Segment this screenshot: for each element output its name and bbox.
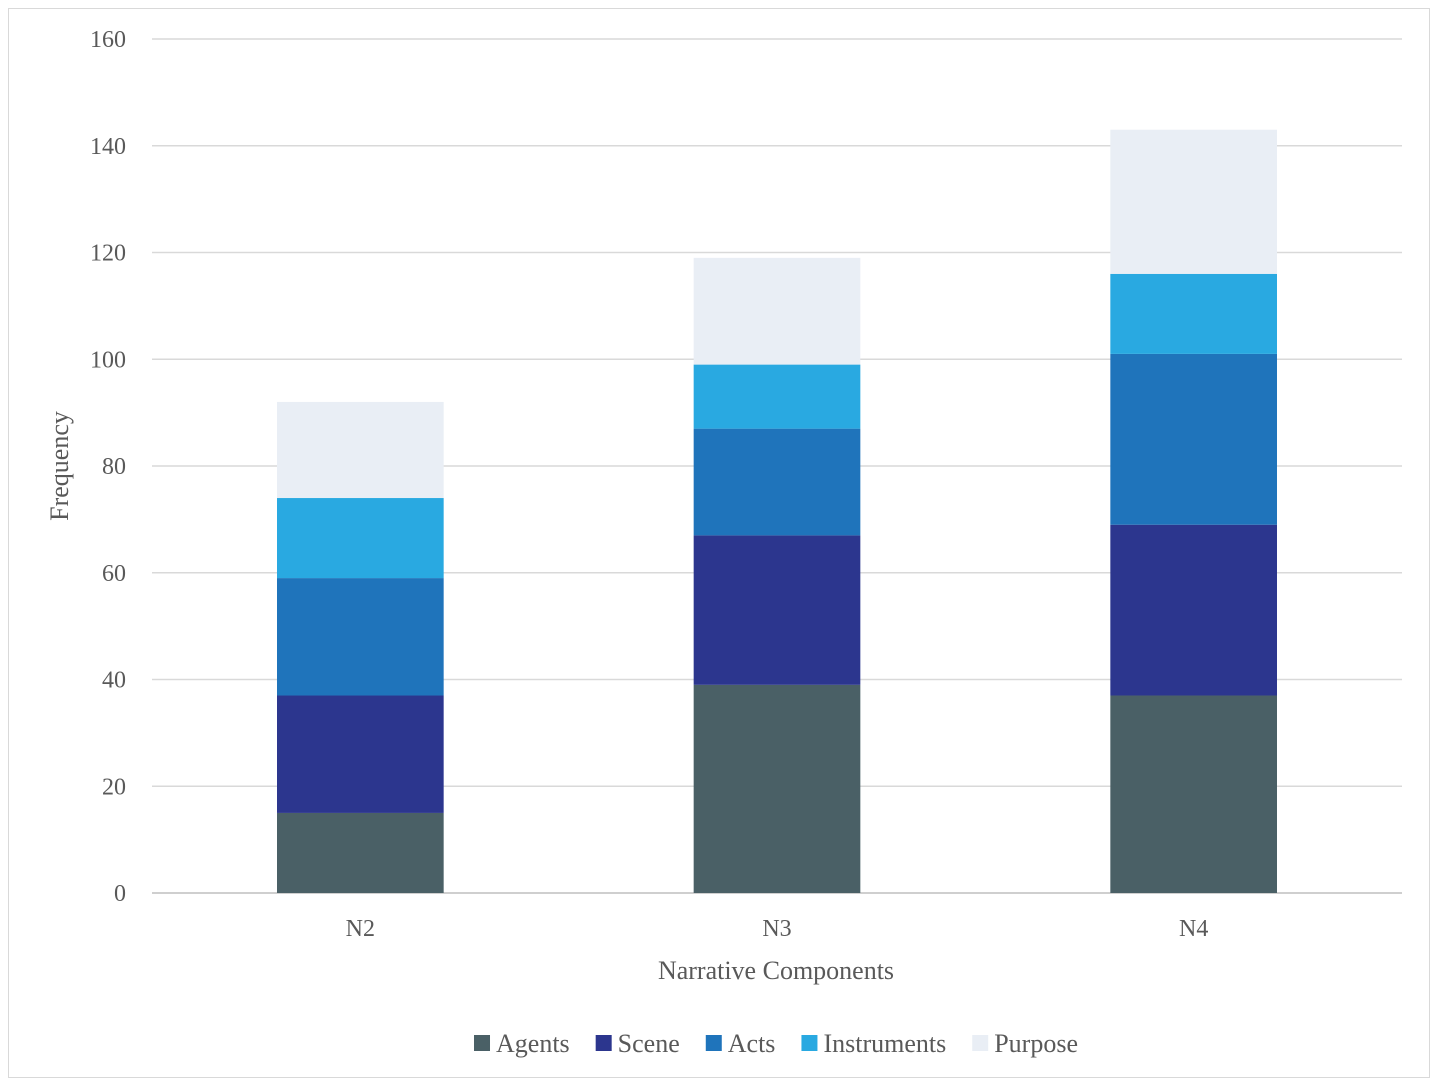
bar-scene-n2 [277, 695, 444, 813]
x-tick-labels: N2 N3 N4 [346, 916, 1209, 942]
bar-acts-n2 [277, 578, 444, 696]
x-tick-label: N2 [346, 916, 375, 942]
legend-item-agents: Agents [474, 1029, 570, 1058]
legend-label: Instruments [823, 1029, 946, 1058]
bar-acts-n4 [1110, 353, 1277, 525]
legend-swatch [595, 1035, 612, 1051]
legend-swatch [801, 1035, 818, 1051]
bar-instruments-n4 [1110, 273, 1277, 354]
legend: Agents Scene Acts Instruments Purpose [474, 1029, 1078, 1058]
y-tick-label: 60 [102, 561, 126, 587]
y-tick-labels: 0 20 40 60 80 100 120 140 160 [90, 27, 126, 907]
y-tick-label: 140 [90, 134, 126, 160]
y-tick-label: 40 [102, 668, 126, 694]
legend-swatch [474, 1035, 491, 1051]
legend-item-instruments: Instruments [801, 1029, 946, 1058]
bar-instruments-n2 [277, 498, 444, 579]
legend-label: Scene [618, 1029, 680, 1058]
legend-label: Agents [496, 1029, 570, 1058]
bar-agents-n3 [693, 684, 861, 893]
bar-scene-n4 [1110, 524, 1277, 696]
bar-agents-n4 [1110, 695, 1277, 893]
x-tick-label: N4 [1179, 916, 1208, 942]
legend-label: Acts [728, 1029, 776, 1058]
legend-item-acts: Acts [705, 1029, 776, 1058]
bar-scene-n3 [693, 535, 861, 685]
y-tick-label: 80 [102, 454, 126, 480]
y-tick-label: 100 [90, 347, 126, 373]
y-tick-label: 0 [114, 881, 126, 907]
legend-swatch [705, 1035, 722, 1051]
legend-swatch [972, 1035, 989, 1051]
bar-acts-n3 [693, 428, 861, 536]
legend-item-scene: Scene [595, 1029, 680, 1058]
legend-item-purpose: Purpose [972, 1029, 1078, 1058]
x-tick-label: N3 [762, 916, 791, 942]
bar-purpose-n4 [1110, 129, 1277, 274]
y-tick-label: 160 [90, 27, 126, 53]
bars [277, 129, 1277, 893]
bar-agents-n2 [277, 812, 444, 893]
legend-label: Purpose [994, 1029, 1078, 1058]
y-axis-title: Frequency [45, 411, 74, 521]
bar-purpose-n3 [693, 257, 861, 365]
x-axis-title: Narrative Components [658, 956, 894, 985]
bar-instruments-n3 [693, 364, 861, 429]
y-tick-label: 20 [102, 774, 126, 800]
bar-purpose-n2 [277, 401, 444, 499]
y-tick-label: 120 [90, 241, 126, 267]
